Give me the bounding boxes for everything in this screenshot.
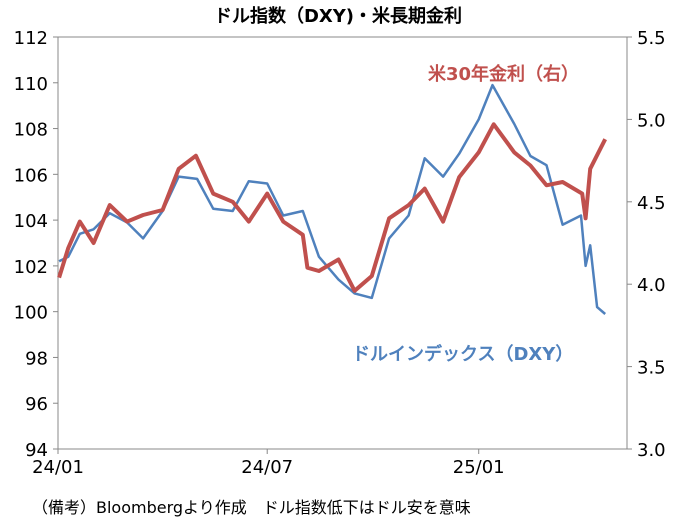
- annotation-dxy: ドルインデックス（DXY）: [352, 343, 573, 365]
- series-layer: [57, 83, 607, 315]
- right-tick-label: 5.0: [637, 110, 666, 131]
- left-tick-label: 102: [14, 257, 48, 278]
- chart-title: ドル指数（DXY)・米長期金利: [214, 5, 462, 27]
- source-note: （備考）Bloombergより作成 ドル指数低下はドル安を意味: [32, 498, 471, 517]
- annotation-us30y: 米30年金利（右）: [428, 63, 579, 85]
- left-tick-label: 112: [14, 28, 48, 49]
- left-tick-label: 98: [25, 348, 48, 369]
- left-tick-label: 94: [25, 440, 48, 461]
- left-tick-label: 106: [14, 165, 48, 186]
- dxy-line: [58, 83, 607, 315]
- left-tick-label: 110: [14, 74, 48, 95]
- x-tick-label: 25/01: [453, 457, 505, 478]
- left-tick-label: 96: [25, 394, 48, 415]
- left-tick-label: 100: [14, 303, 48, 324]
- x-tick-label: 24/01: [32, 457, 84, 478]
- us30y-line: [57, 122, 607, 293]
- left-tick-label: 104: [14, 211, 48, 232]
- plot-area-frame: [57, 36, 628, 450]
- right-tick-label: 3.0: [637, 440, 666, 461]
- right-axis-ticks: 5.5 5.0 4.5 4.0 3.5 3.0: [627, 28, 666, 461]
- right-tick-label: 5.5: [637, 28, 666, 49]
- right-tick-label: 3.5: [637, 358, 666, 379]
- x-tick-label: 24/07: [241, 457, 293, 478]
- right-tick-label: 4.0: [637, 275, 666, 296]
- left-tick-label: 108: [14, 120, 48, 141]
- left-axis-ticks: 112 110 108 106 104 102 100 98 96 94: [14, 28, 58, 461]
- right-tick-label: 4.5: [637, 193, 666, 214]
- x-axis-ticks: 24/01 24/07 25/01: [32, 449, 505, 478]
